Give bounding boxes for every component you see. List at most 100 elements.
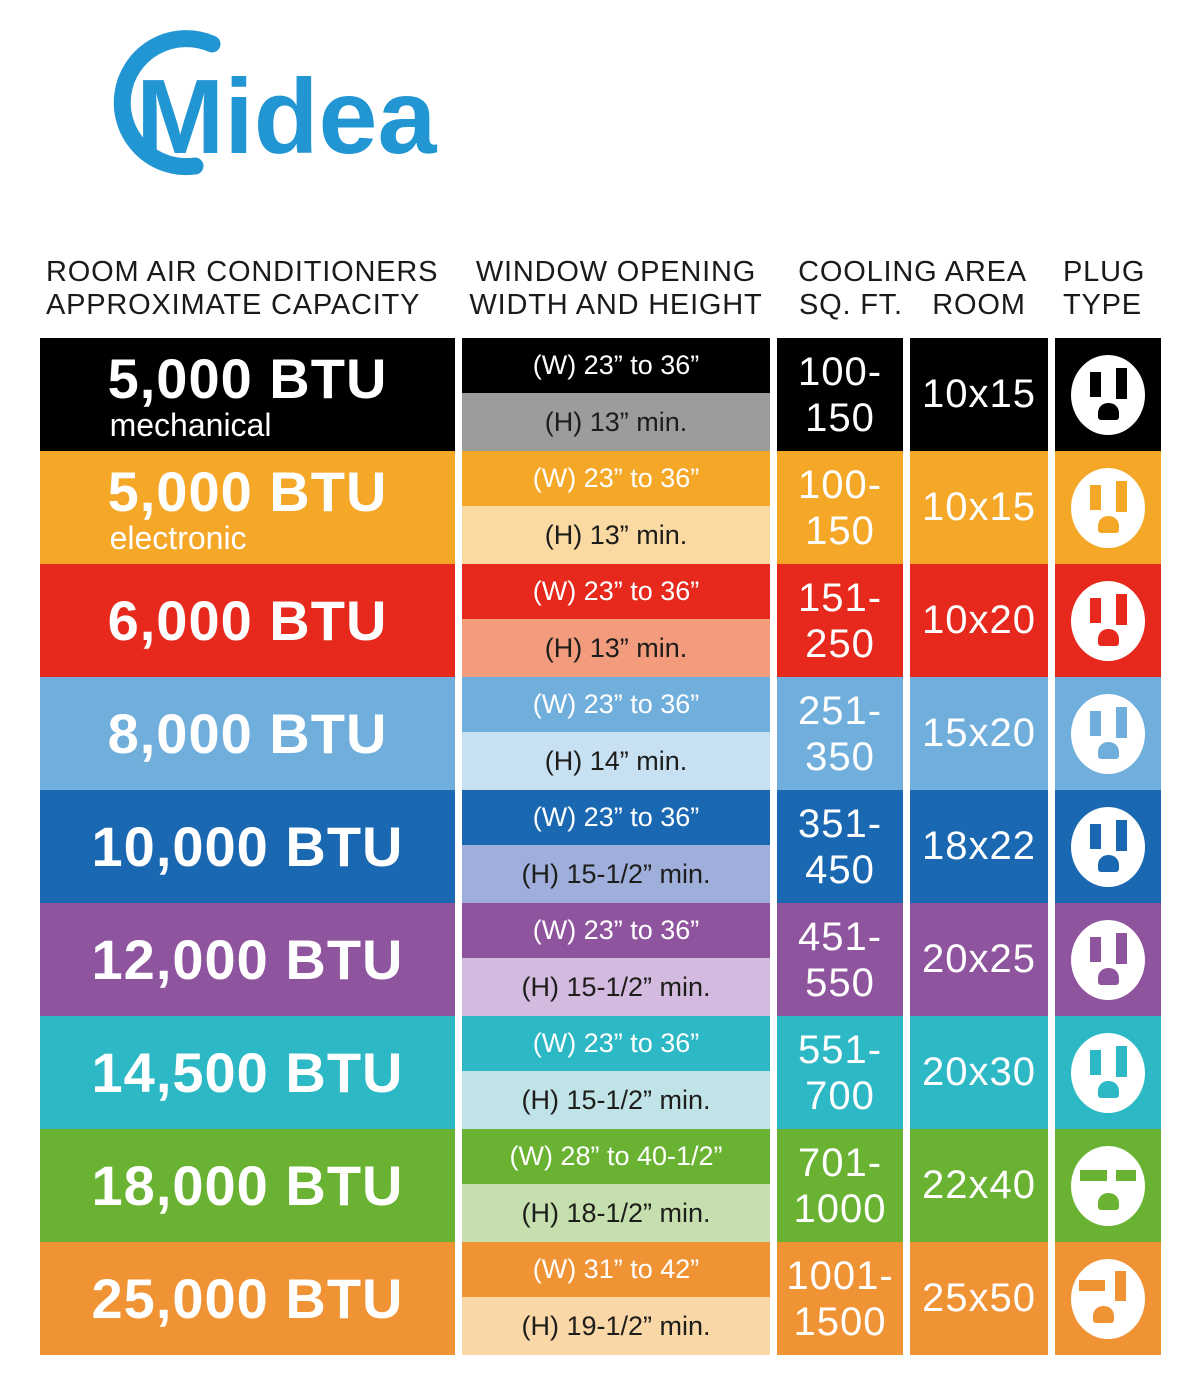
outlet-slot-right [1116,819,1127,851]
logo-wordmark: Midea [136,58,437,176]
outlet-ground-slot [1098,628,1119,646]
window-height-value: (H) 13” min. [462,619,770,677]
sqft-range-line2: 1500 [793,1299,887,1344]
sqft-range-line2: 450 [805,847,875,892]
outlet-slot-right [1116,480,1127,512]
table-header: ROOM AIR CONDITIONERS APPROXIMATE CAPACI… [40,256,1164,322]
outlet-slot-right [1116,367,1127,399]
capacity-cell: 12,000 BTU [40,903,455,1016]
sqft-range-line2: 550 [805,960,875,1005]
table-row: 6,000 BTU (W) 23” to 36” (H) 13” min. 15… [40,564,1164,677]
room-size-cell: 20x30 [910,1016,1048,1129]
plug-type-cell [1055,1016,1161,1129]
outlet-ground-slot [1098,402,1119,420]
outlet-slot-left [1090,597,1101,623]
sqft-range-line1: 551- [797,1027,883,1072]
room-size-cell: 10x15 [910,451,1048,564]
header-cooling-area-title: COOLING AREA [798,256,1027,288]
outlet-slot-left [1090,710,1101,736]
header-capacity: ROOM AIR CONDITIONERS APPROXIMATE CAPACI… [40,256,455,322]
capacity-value: 5,000 BTU [107,459,388,523]
outlet-slot-right [1116,593,1127,625]
sqft-range-line1: 701- [797,1140,883,1185]
header-window-line2: WIDTH AND HEIGHT [469,289,763,321]
capacity-cell: 14,500 BTU [40,1016,455,1129]
window-height-value: (H) 13” min. [462,506,770,564]
table-row: 25,000 BTU (W) 31” to 42” (H) 19-1/2” mi… [40,1242,1164,1355]
sqft-range-line1: 151- [797,575,883,620]
window-opening-cell: (W) 23” to 36” (H) 13” min. [462,564,770,677]
window-width-value: (W) 23” to 36” [462,1016,770,1071]
window-opening-cell: (W) 23” to 36” (H) 15-1/2” min. [462,903,770,1016]
capacity-sublabel: mechanical [109,406,272,443]
capacity-value: 8,000 BTU [107,701,388,765]
header-capacity-line1: ROOM AIR CONDITIONERS [46,256,439,288]
table-body: 5,000 BTU mechanical (W) 23” to 36” (H) … [40,338,1164,1355]
outlet-slot-right [1116,1169,1136,1181]
window-opening-cell: (W) 23” to 36” (H) 13” min. [462,451,770,564]
outlet-two-horizontal-slots [1071,1145,1145,1226]
outlet-ground-slot [1098,1080,1119,1098]
cooling-sqft-cell: 100- 150 [777,451,903,564]
outlet-two-vertical-slots [1071,693,1145,774]
window-width-value: (W) 28” to 40-1/2” [462,1129,770,1184]
capacity-cell: 18,000 BTU [40,1129,455,1242]
outlet-two-vertical-slots [1071,919,1145,1000]
cooling-sqft-cell: 1001- 1500 [777,1242,903,1355]
table-row: 14,500 BTU (W) 23” to 36” (H) 15-1/2” mi… [40,1016,1164,1129]
window-width-value: (W) 23” to 36” [462,338,770,393]
window-opening-cell: (W) 23” to 36” (H) 14” min. [462,677,770,790]
window-height-value: (H) 18-1/2” min. [462,1184,770,1242]
capacity-cell: 6,000 BTU [40,564,455,677]
capacity-value: 12,000 BTU [91,927,404,991]
room-size-cell: 25x50 [910,1242,1048,1355]
capacity-cell: 25,000 BTU [40,1242,455,1355]
sqft-range-line1: 100- [797,349,883,394]
sqft-range-line2: 350 [805,734,875,779]
outlet-ground-slot [1098,1192,1119,1210]
header-capacity-line2: APPROXIMATE CAPACITY [46,289,421,321]
capacity-value: 5,000 BTU [107,346,388,410]
outlet-two-vertical-slots [1071,354,1145,435]
table-row: 12,000 BTU (W) 23” to 36” (H) 15-1/2” mi… [40,903,1164,1016]
sqft-range-line2: 150 [805,508,875,553]
window-opening-cell: (W) 23” to 36” (H) 15-1/2” min. [462,790,770,903]
midea-logo-graphic: Midea [113,30,437,176]
sqft-range-line1: 451- [797,914,883,959]
outlet-ground-slot [1098,854,1119,872]
header-room: ROOM [932,289,1026,321]
logo-swoosh [113,30,221,176]
outlet-ground-slot [1098,741,1119,759]
capacity-sublabel: electronic [109,519,247,556]
header-plug-type: PLUG TYPE [1055,256,1161,322]
capacity-cell: 5,000 BTU electronic [40,451,455,564]
plug-type-cell [1055,338,1161,451]
capacity-cell: 8,000 BTU [40,677,455,790]
sqft-range-line2: 150 [805,395,875,440]
sqft-range-line1: 1001- [786,1253,894,1298]
header-cooling-area: COOLING AREA SQ. FT. ROOM [777,256,1048,322]
window-width-value: (W) 23” to 36” [462,677,770,732]
capacity-value: 18,000 BTU [91,1153,404,1217]
cooling-sqft-cell: 451- 550 [777,903,903,1016]
window-height-value: (H) 15-1/2” min. [462,958,770,1016]
outlet-slot-right [1115,1270,1126,1301]
window-height-value: (H) 15-1/2” min. [462,1071,770,1129]
room-size-cell: 20x25 [910,903,1048,1016]
sqft-range-line2: 250 [805,621,875,666]
capacity-value: 14,500 BTU [91,1040,404,1104]
window-width-value: (W) 23” to 36” [462,903,770,958]
header-window-line1: WINDOW OPENING [475,256,757,288]
window-opening-cell: (W) 31” to 42” (H) 19-1/2” min. [462,1242,770,1355]
sqft-range-line1: 100- [797,462,883,507]
outlet-slot-left [1090,371,1101,397]
sqft-range-line1: 251- [797,688,883,733]
sqft-range-line1: 351- [797,801,883,846]
outlet-slot-right [1116,706,1127,738]
window-opening-cell: (W) 23” to 36” (H) 15-1/2” min. [462,1016,770,1129]
capacity-value: 25,000 BTU [91,1266,404,1330]
header-plug-line1: PLUG [1063,256,1146,288]
outlet-slot-left [1090,823,1101,849]
window-height-value: (H) 14” min. [462,732,770,790]
